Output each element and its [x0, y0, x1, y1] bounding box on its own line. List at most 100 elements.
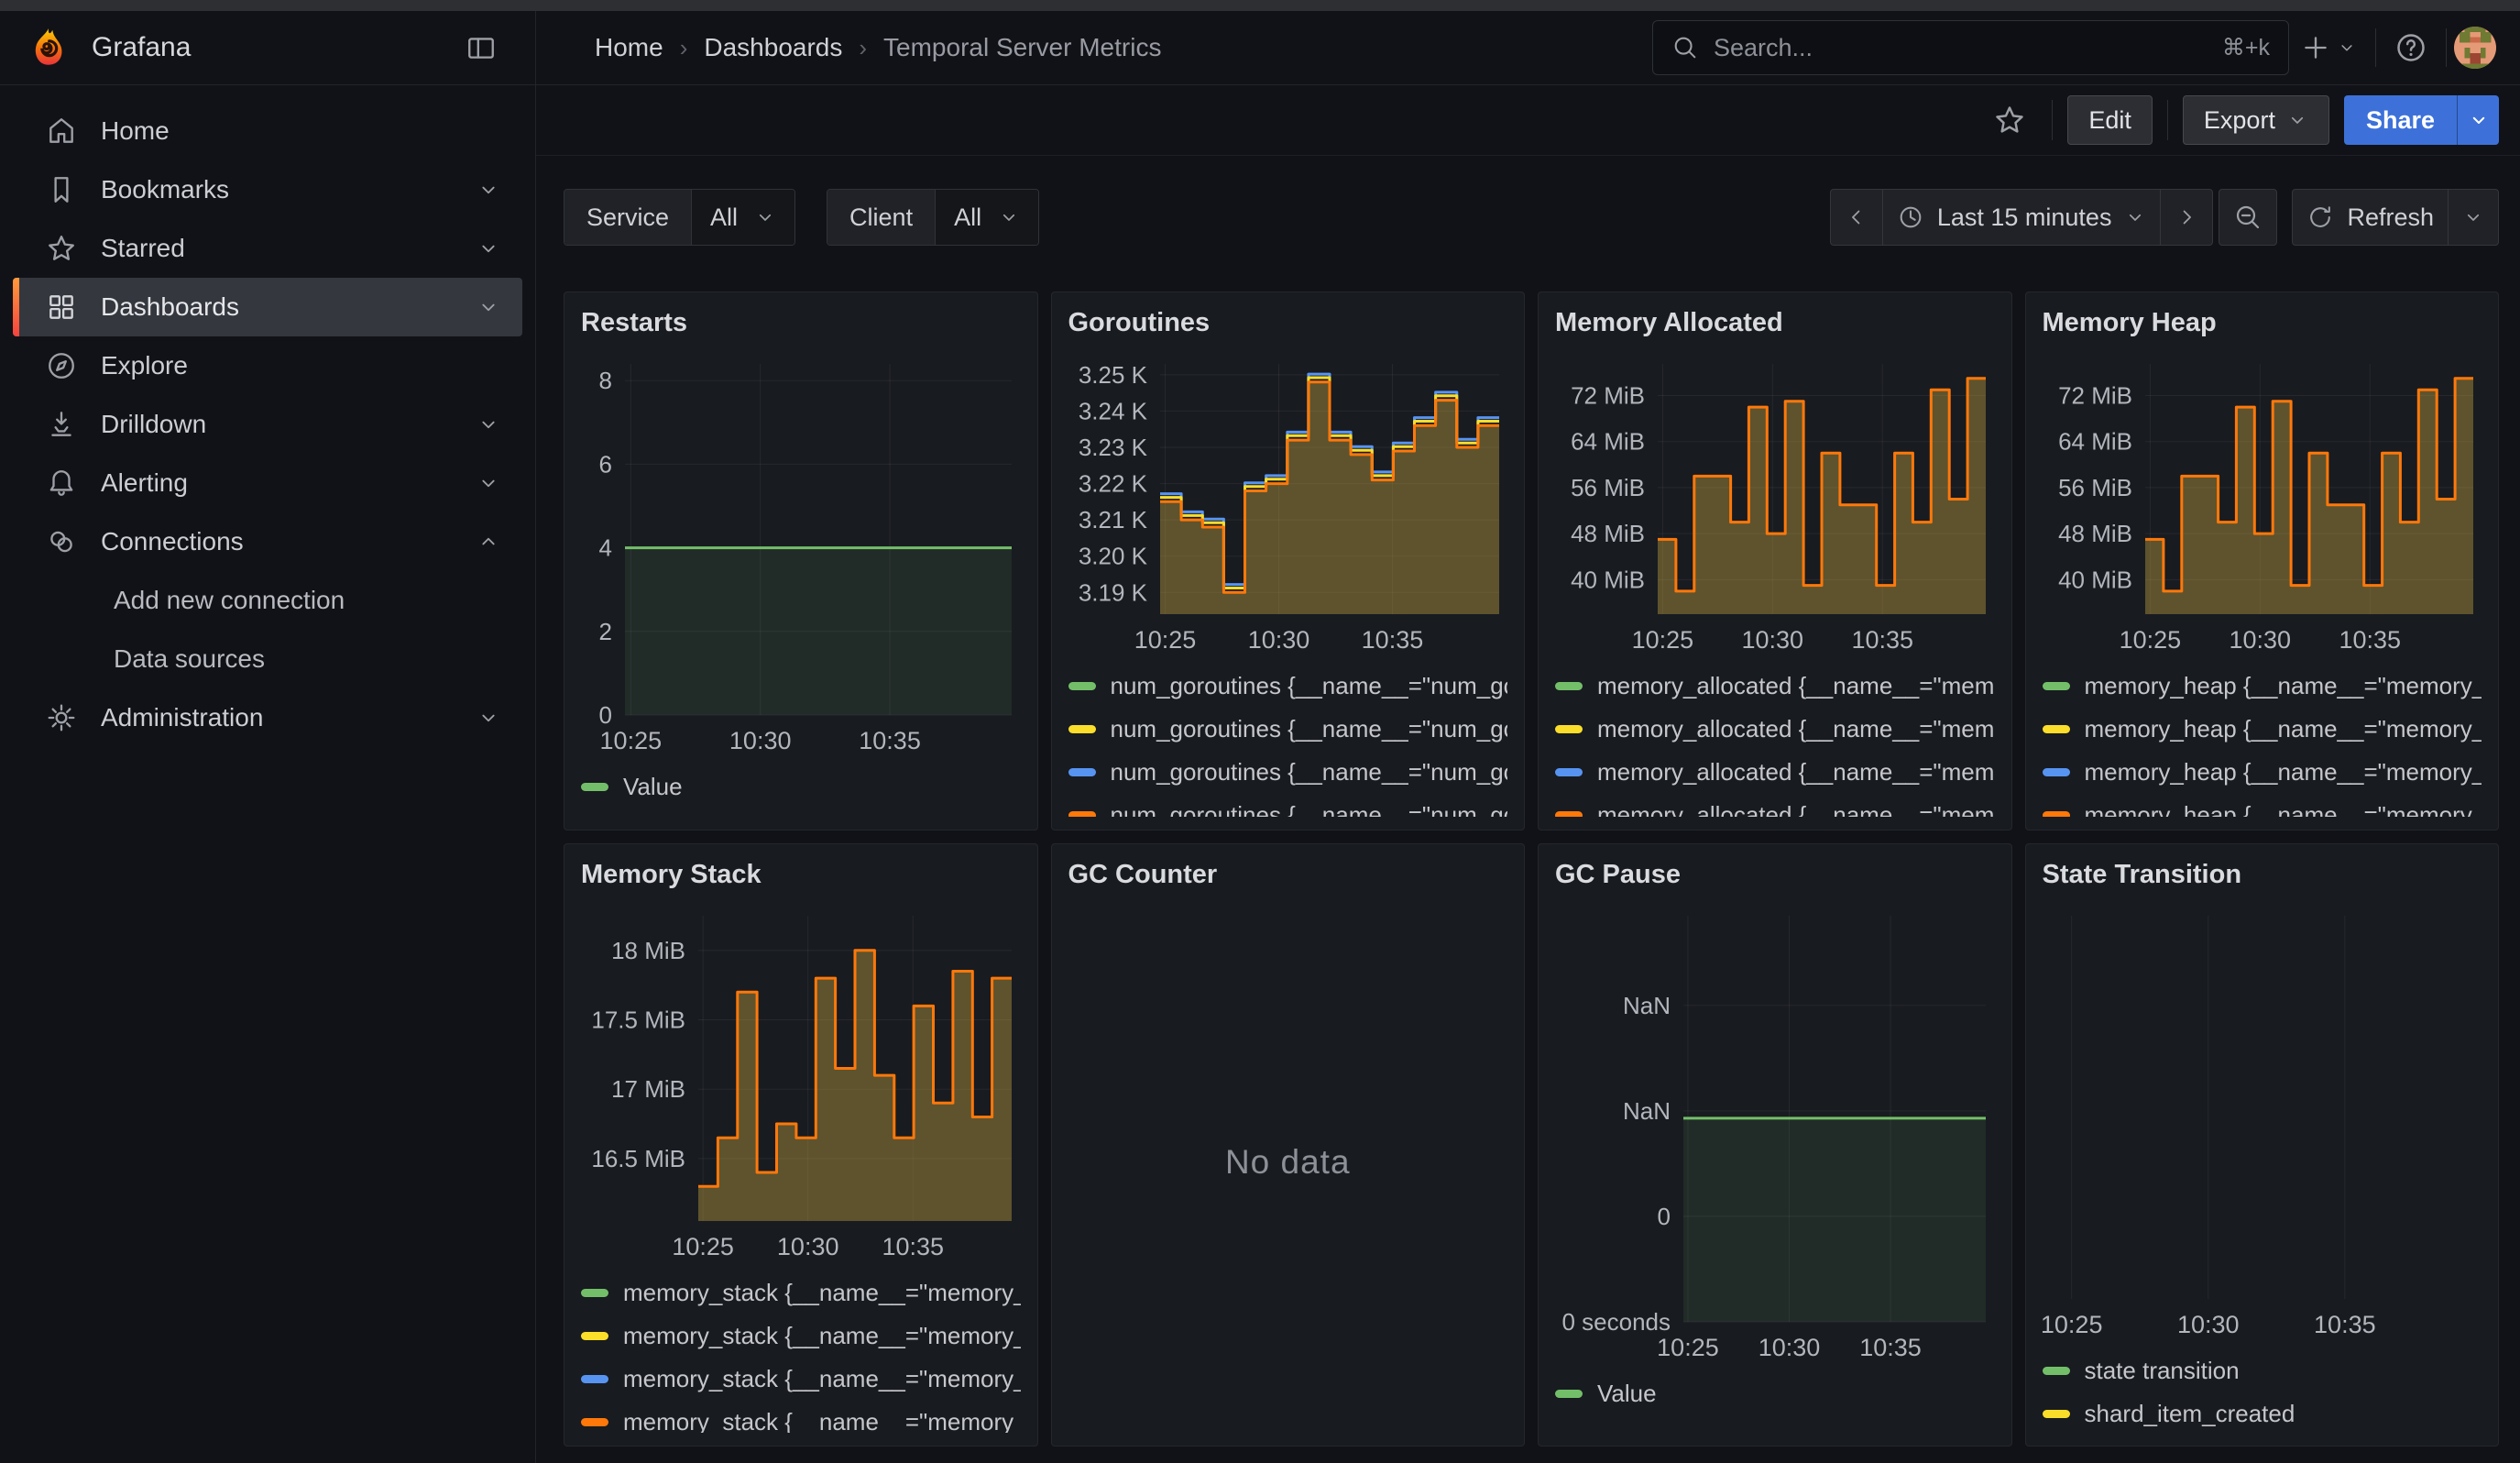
sidebar-item-explore[interactable]: Explore [13, 336, 522, 395]
search-input[interactable]: Search... ⌘+k [1652, 20, 2289, 75]
panel-gc-pause: GC Pause NaN NaN 0 0 seconds 10:25 10:30 10:35… [1538, 843, 2012, 1446]
legend-item[interactable]: num_goroutines {__name__="num_go [1068, 794, 1507, 817]
brand-name: Grafana [92, 32, 192, 62]
memory-heap-chart[interactable]: 72 MiB 64 MiB 56 MiB 48 MiB 40 MiB 10:25 10:30… [2043, 353, 2482, 655]
grafana-logo[interactable] [27, 27, 70, 69]
time-range-picker[interactable]: Last 15 minutes [1881, 190, 2161, 245]
restarts-chart[interactable]: 8 6 4 2 0 10:25 10:30 10:35 [581, 353, 1021, 756]
share-menu-button[interactable] [2457, 95, 2499, 145]
legend-label: memory_allocated {__name__="memo [1597, 715, 1995, 742]
svg-text:56 MiB: 56 MiB [1571, 474, 1645, 501]
legend-item[interactable]: memory_allocated {__name__="memo [1555, 794, 1995, 817]
client-variable-dropdown[interactable]: Client All [827, 189, 1040, 246]
sidebar-item-drilldown[interactable]: Drilldown [13, 395, 522, 454]
star-icon [49, 236, 74, 260]
legend-item[interactable]: Value [1555, 1372, 1995, 1415]
panel-title[interactable]: GC Counter [1068, 860, 1218, 889]
legend-item[interactable]: memory_stack {__name__="memory_s [581, 1401, 1021, 1433]
chevron-down-icon[interactable] [477, 412, 500, 436]
sidebar-item-label: Dashboards [101, 292, 239, 321]
legend-swatch [2042, 1410, 2070, 1418]
help-icon [2397, 34, 2425, 61]
legend-item[interactable]: memory_stack {__name__="memory_s [581, 1271, 1021, 1314]
active-indicator [13, 278, 19, 336]
legend-item[interactable]: memory_stack {__name__="memory_s [581, 1314, 1021, 1358]
svg-text:10:25: 10:25 [672, 1233, 734, 1260]
legend-swatch [581, 1418, 608, 1426]
legend-item[interactable]: num_goroutines {__name__="num_go [1068, 665, 1507, 708]
legend-label: Value [1597, 1380, 1657, 1407]
edit-button[interactable]: Edit [2067, 95, 2153, 145]
legend-item[interactable]: memory_allocated {__name__="memo [1555, 665, 1995, 708]
sidebar-item-starred[interactable]: Starred [13, 219, 522, 278]
legend-item[interactable]: memory_heap {__name__="memory_h [2042, 708, 2482, 751]
export-button[interactable]: Export [2182, 95, 2329, 145]
legend-item[interactable]: num_goroutines {__name__="num_go [1068, 708, 1507, 751]
goroutines-chart[interactable]: 3.25 K 3.24 K 3.23 K 3.22 K 3.21 K 3.20 K 3.19… [1068, 353, 1508, 655]
legend-swatch [1555, 1390, 1583, 1398]
time-range-back-button[interactable] [1831, 190, 1882, 245]
sidebar-item-bookmarks[interactable]: Bookmarks [13, 160, 522, 219]
no-data-message: No data [1224, 1143, 1351, 1181]
user-avatar[interactable] [2454, 27, 2496, 69]
legend-item[interactable]: memory_heap {__name__="memory_h [2042, 665, 2482, 708]
refresh-label: Refresh [2347, 203, 2434, 231]
sidebar-item-home[interactable]: Home [13, 102, 522, 160]
legend-item[interactable]: memory_stack {__name__="memory_s [581, 1358, 1021, 1401]
sidebar-item-administration[interactable]: Administration [13, 688, 522, 747]
memory-stack-chart[interactable]: 18 MiB 17.5 MiB 17 MiB 16.5 MiB 10:25 10:30 10… [581, 905, 1021, 1262]
legend-item[interactable]: state transition [2042, 1349, 2482, 1392]
state-transition-chart[interactable]: 10:25 10:30 10:35 [2043, 905, 2482, 1340]
panel-title[interactable]: GC Pause [1555, 860, 1681, 889]
connections-icon [50, 531, 72, 553]
chevron-down-icon[interactable] [477, 295, 500, 319]
panel-title[interactable]: State Transition [2042, 860, 2242, 889]
panel-title[interactable]: Memory Heap [2042, 308, 2217, 337]
chevron-down-icon[interactable] [477, 236, 500, 260]
legend-item[interactable]: memory_allocated {__name__="memo [1555, 708, 1995, 751]
svg-text:0 seconds: 0 seconds [1561, 1308, 1671, 1336]
legend-item[interactable]: memory_allocated {__name__="memo [1555, 751, 1995, 794]
svg-text:2: 2 [599, 618, 612, 645]
legend-item[interactable]: memory_heap {__name__="memory_h [2042, 794, 2482, 817]
gc-pause-chart[interactable]: NaN NaN 0 0 seconds 10:25 10:30 10:35 [1555, 905, 1995, 1363]
client-value: All [954, 203, 982, 231]
sidebar-collapse-icon[interactable] [455, 20, 508, 75]
panel-title[interactable]: Restarts [581, 308, 688, 337]
legend-item[interactable]: num_goroutines {__name__="num_go [1068, 751, 1507, 794]
breadcrumb-home[interactable]: Home [595, 33, 663, 61]
sidebar-item-add-new-connection[interactable]: Add new connection [114, 586, 345, 614]
legend-item[interactable]: memory_heap {__name__="memory_h [2042, 751, 2482, 794]
refresh-button[interactable]: Refresh [2293, 190, 2448, 245]
help-button[interactable] [2383, 20, 2438, 75]
sidebar-item-data-sources[interactable]: Data sources [114, 644, 265, 673]
refresh-interval-button[interactable] [2448, 190, 2498, 245]
panel-title[interactable]: Goroutines [1068, 308, 1211, 337]
sidebar-item-connections[interactable]: Connections [13, 512, 522, 571]
legend-swatch [1068, 768, 1096, 776]
sidebar-item-alerting[interactable]: Alerting [13, 454, 522, 512]
filter-row: Service All Client All [564, 189, 2499, 246]
chevron-down-icon[interactable] [477, 471, 500, 495]
chevron-down-icon[interactable] [477, 178, 500, 202]
plus-icon [2305, 37, 2327, 59]
legend-item[interactable]: Value [581, 765, 1021, 808]
svg-text:10:30: 10:30 [777, 1233, 839, 1260]
time-range-forward-button[interactable] [2160, 190, 2212, 245]
chevron-down-icon[interactable] [477, 706, 500, 730]
legend: memory_allocated {__name__="memo memory_a… [1555, 665, 1995, 817]
sidebar-item-label: Bookmarks [101, 175, 230, 204]
service-variable-dropdown[interactable]: Service All [564, 189, 796, 246]
legend-item[interactable]: shard_item_created [2042, 1392, 2482, 1433]
chevron-up-icon[interactable] [477, 530, 500, 554]
sidebar-item-dashboards[interactable]: Dashboards [13, 278, 522, 336]
panel-title[interactable]: Memory Stack [581, 860, 761, 889]
breadcrumb-dashboards[interactable]: Dashboards [704, 33, 843, 61]
chevron-down-icon [2467, 214, 2480, 221]
share-button[interactable]: Share [2343, 95, 2457, 145]
add-new-button[interactable] [2289, 20, 2368, 75]
memory-allocated-chart[interactable]: 72 MiB 64 MiB 56 MiB 48 MiB 40 MiB 10:25 10:30… [1555, 353, 1995, 655]
favorite-star-button[interactable] [1982, 93, 2037, 148]
zoom-out-button[interactable] [2219, 190, 2276, 245]
panel-title[interactable]: Memory Allocated [1555, 308, 1783, 337]
